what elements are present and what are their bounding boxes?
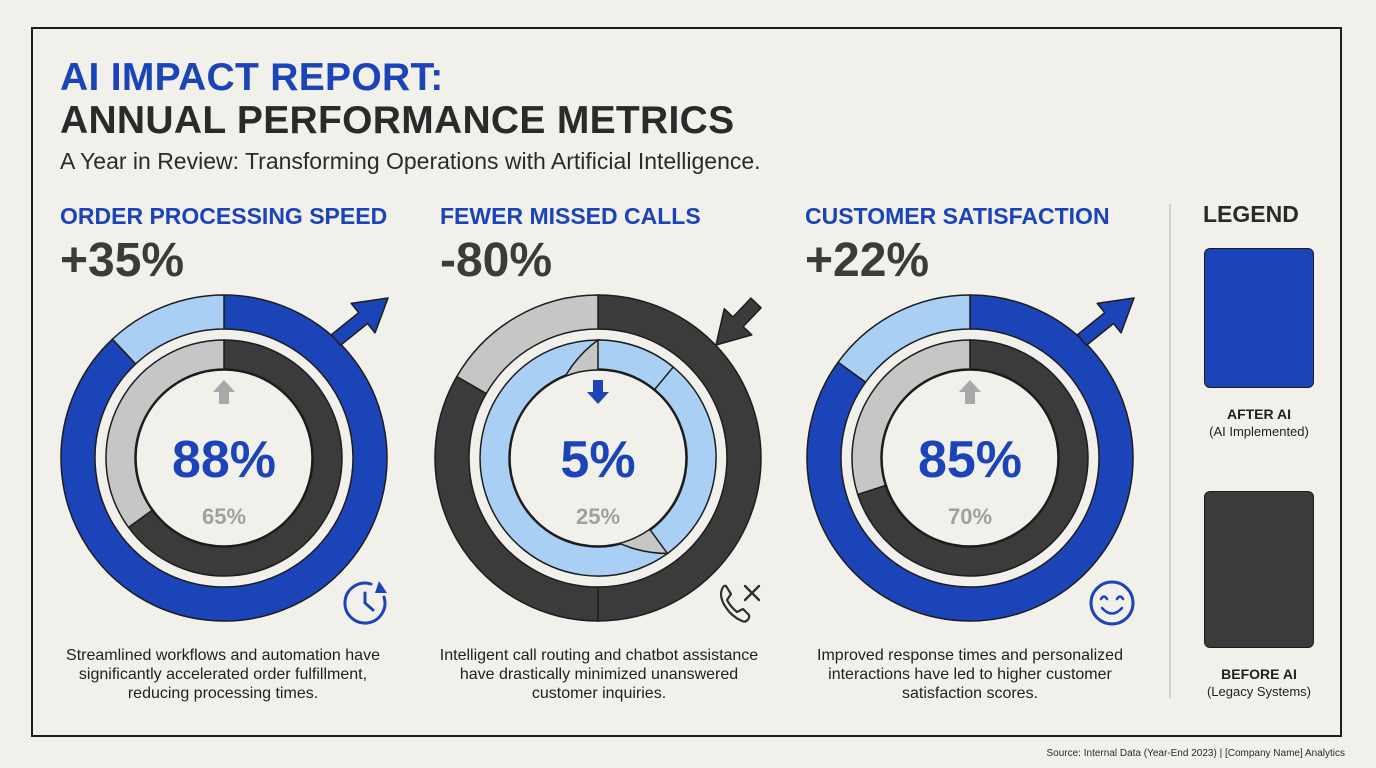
legend-sub-after-ai: (AI Implemented) <box>1209 424 1309 439</box>
outer-remainder-arc-order-processing <box>111 294 225 366</box>
center-value-before-customer-satisfaction: 70% <box>948 504 992 529</box>
trend-arrow-small-customer-satisfaction <box>959 380 981 404</box>
missed-call-icon <box>720 584 751 623</box>
outer-after-arc-order-processing <box>60 294 388 622</box>
metric-change-order-processing: +35% <box>60 234 185 287</box>
clock-hands <box>363 591 375 612</box>
trend-arrow-customer-satisfaction <box>1076 297 1135 347</box>
inner-before-arc-customer-satisfaction <box>856 339 1089 577</box>
report-title-line2: ANNUAL PERFORMANCE METRICS <box>60 99 735 142</box>
metric-title-order-processing: ORDER PROCESSING SPEED <box>60 203 388 229</box>
trend-arrow-order-processing <box>330 297 389 347</box>
legend-sub-before-ai: (Legacy Systems) <box>1206 684 1312 699</box>
clock-arrowhead <box>375 581 387 593</box>
center-disc-missed-calls <box>509 369 687 547</box>
legend-label-before-ai: BEFORE AI <box>1221 666 1297 682</box>
smiley-icon <box>1089 580 1135 626</box>
legend-divider <box>1169 204 1171 698</box>
inner-remainder-arc-customer-satisfaction <box>851 339 971 496</box>
metric-title-customer-satisfaction: CUSTOMER SATISFACTION <box>805 203 1110 229</box>
outer-after-arc-customer-satisfaction <box>806 294 1134 622</box>
smiley-mouth <box>1100 606 1124 615</box>
inner-remainder-arc-order-processing <box>105 339 225 529</box>
center-value-before-order-processing: 65% <box>202 504 246 529</box>
source-note: Source: Internal Data (Year-End 2023) | … <box>1046 748 1346 759</box>
metric-title-missed-calls: FEWER MISSED CALLS <box>440 203 701 229</box>
trend-arrow-small-order-processing <box>213 380 235 404</box>
metric-change-customer-satisfaction: +22% <box>805 234 930 287</box>
metric-change-missed-calls: -80% <box>440 234 553 287</box>
clock-icon <box>343 581 387 625</box>
report-subtitle: A Year in Review: Transforming Operation… <box>60 148 761 174</box>
trend-arrow-small-missed-calls <box>587 380 609 404</box>
center-value-after-missed-calls: 5% <box>560 431 635 489</box>
outer-before-arc-missed-calls <box>597 294 762 622</box>
legend-swatch-before-ai <box>1204 491 1314 648</box>
trend-arrow-missed-calls <box>715 297 762 346</box>
center-value-after-customer-satisfaction: 85% <box>918 431 1022 489</box>
center-value-before-missed-calls: 25% <box>576 504 620 529</box>
metric-description-order-processing: Streamlined workflows and automation hav… <box>66 647 380 702</box>
missed-call-x <box>743 584 761 602</box>
outer-remainder-arc-customer-satisfaction <box>837 294 971 384</box>
legend-swatch-after-ai <box>1204 248 1314 388</box>
inner-before-arc-order-processing <box>127 339 343 577</box>
metric-description-customer-satisfaction: Improved response times and personalized… <box>817 647 1123 702</box>
legend-label-after-ai: AFTER AI <box>1226 406 1292 422</box>
center-disc-order-processing <box>135 369 313 547</box>
legend-title: LEGEND <box>1203 201 1299 227</box>
outer-remainder-arc-missed-calls <box>455 294 599 395</box>
smiley-eyes <box>1099 595 1125 601</box>
center-disc-customer-satisfaction <box>881 369 1059 547</box>
metric-description-missed-calls: Intelligent call routing and chatbot ass… <box>439 647 759 702</box>
report-frame <box>31 27 1342 737</box>
report-title: AI IMPACT REPORT: <box>60 56 444 99</box>
center-value-after-order-processing: 88% <box>172 431 276 489</box>
